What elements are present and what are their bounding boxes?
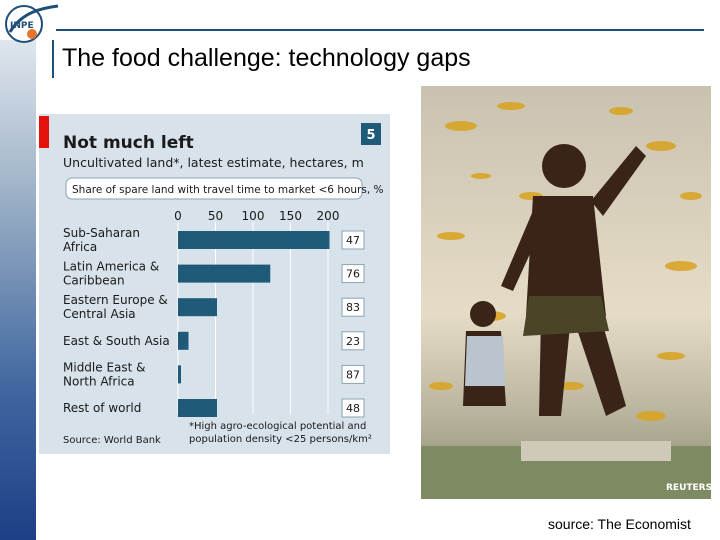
chart-badge: 5 bbox=[366, 128, 375, 143]
category-label: East & South Asia bbox=[63, 334, 170, 348]
title-divider bbox=[52, 40, 54, 78]
footnote-line-2: population density <25 persons/km² bbox=[189, 434, 372, 445]
x-tick-label: 50 bbox=[208, 209, 223, 223]
chart-source: Source: World Bank bbox=[63, 435, 161, 446]
share-box bbox=[341, 331, 365, 351]
share-value: 83 bbox=[346, 301, 360, 314]
chart-panel: 5 Not much left Uncultivated land*, late… bbox=[39, 114, 390, 454]
x-tick-label: 200 bbox=[317, 209, 340, 223]
inpe-logo-icon: INPE bbox=[5, 4, 59, 43]
chart-badge-box bbox=[361, 123, 381, 145]
share-value: 76 bbox=[346, 268, 360, 281]
red-tab bbox=[39, 116, 49, 148]
slide-source: source: The Economist bbox=[548, 516, 691, 532]
title-rule bbox=[56, 29, 704, 31]
left-accent-bar bbox=[0, 40, 36, 540]
x-tick-label: 100 bbox=[242, 209, 265, 223]
category-label: Eastern Europe & Central Asia bbox=[63, 293, 168, 321]
bar bbox=[178, 264, 271, 283]
bar bbox=[178, 399, 217, 417]
x-tick-label: 0 bbox=[174, 209, 182, 223]
share-value: 23 bbox=[346, 335, 360, 348]
bar bbox=[178, 365, 181, 384]
legend-label: Share of spare land with travel time to … bbox=[72, 184, 384, 196]
photo-credit: REUTERS bbox=[666, 483, 713, 493]
bar-chart: 5 Not much left Uncultivated land*, late… bbox=[63, 123, 384, 446]
category-label: Sub-Saharan Africa bbox=[63, 226, 140, 254]
category-label: Rest of world bbox=[63, 401, 141, 415]
share-box bbox=[341, 398, 365, 418]
locust-photo bbox=[421, 86, 711, 499]
chart-subtitle: Uncultivated land*, latest estimate, hec… bbox=[63, 155, 364, 170]
share-box bbox=[341, 230, 365, 250]
share-box bbox=[341, 364, 365, 384]
logo-text: INPE bbox=[10, 21, 34, 31]
bar bbox=[178, 231, 330, 249]
share-value: 47 bbox=[346, 234, 360, 247]
share-box bbox=[341, 264, 365, 284]
chart-title: Not much left bbox=[63, 133, 194, 153]
share-value: 87 bbox=[346, 368, 360, 381]
x-tick-label: 150 bbox=[279, 209, 302, 223]
category-label: Latin America & Caribbean bbox=[63, 260, 159, 288]
share-box bbox=[341, 297, 365, 317]
category-label: Middle East & North Africa bbox=[63, 360, 146, 388]
bar bbox=[178, 331, 189, 350]
share-value: 48 bbox=[346, 402, 360, 415]
slide-title: The food challenge: technology gaps bbox=[62, 44, 471, 72]
bar bbox=[178, 298, 217, 317]
legend-box bbox=[65, 177, 363, 200]
footnote-line-1: *High agro-ecological potential and bbox=[189, 421, 366, 432]
